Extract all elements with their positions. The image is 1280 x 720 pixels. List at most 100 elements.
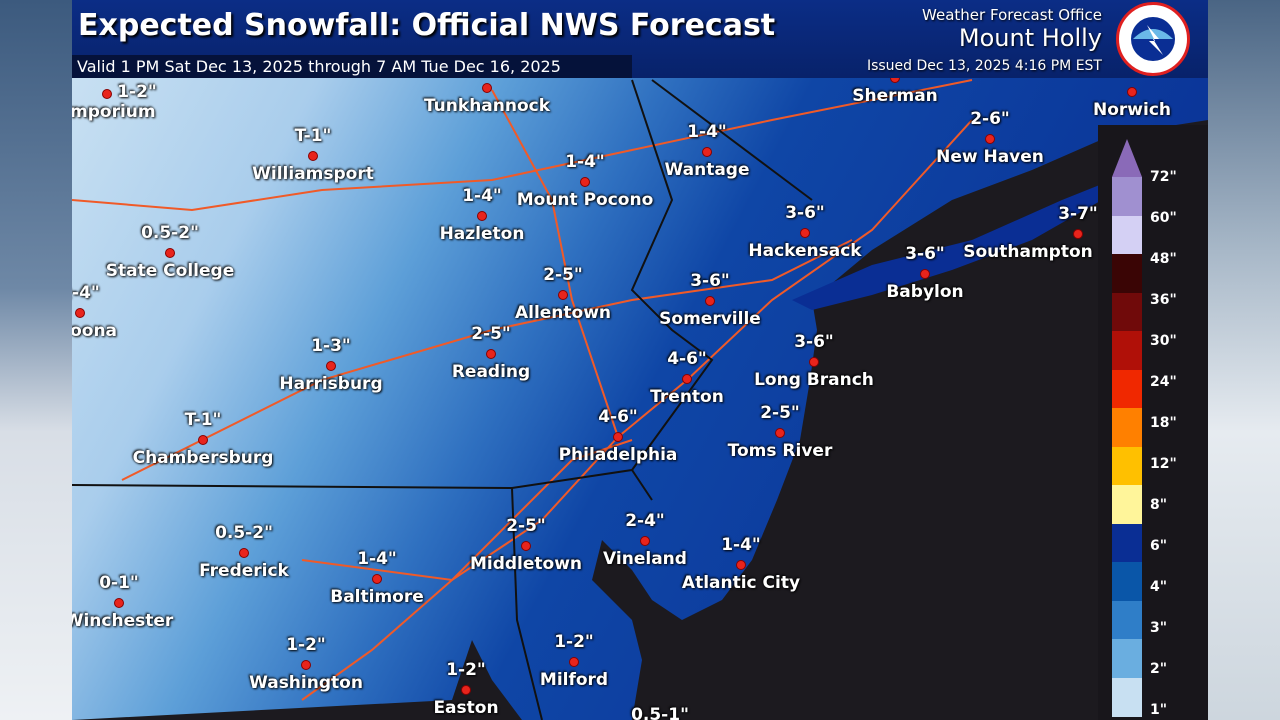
legend-swatch bbox=[1112, 369, 1142, 409]
snow-amount: 3-6" bbox=[905, 244, 945, 264]
legend-label: 2" bbox=[1150, 661, 1168, 677]
city-name: Allentown bbox=[514, 303, 612, 323]
snow-amount: 2-4" bbox=[625, 511, 665, 531]
snowfall-map: 1-2"EmporiumTunkhannockT-1"Williamsport1… bbox=[72, 0, 1208, 720]
snow-amount: 3-7" bbox=[1058, 204, 1098, 224]
city-marker bbox=[1073, 229, 1083, 239]
city-name: Frederick bbox=[199, 561, 289, 581]
legend-label: 30" bbox=[1150, 333, 1177, 349]
header-banner: Expected Snowfall: Official NWS Forecast… bbox=[72, 0, 1208, 78]
city-name: Chambersburg bbox=[132, 448, 274, 468]
city-name: Southampton bbox=[963, 242, 1093, 262]
office-name: Mount Holly bbox=[958, 24, 1102, 52]
long-island bbox=[792, 180, 1112, 310]
city-marker bbox=[702, 147, 712, 157]
office-label: Weather Forecast Office bbox=[922, 6, 1102, 24]
city-name: Babylon bbox=[886, 282, 964, 302]
city-marker bbox=[1127, 87, 1137, 97]
legend-label: 48" bbox=[1150, 251, 1177, 267]
snow-amount: T-1" bbox=[184, 410, 222, 430]
legend-label: 4" bbox=[1150, 579, 1168, 595]
legend-swatch bbox=[1112, 446, 1142, 486]
snowfall-legend: 72" 60" 48" 36" 30" 24" 18" 12" 8" 6" 4" 3" 2" 1" bbox=[1098, 125, 1208, 720]
city-marker bbox=[682, 374, 692, 384]
city-marker bbox=[75, 308, 85, 318]
city-name: Middletown bbox=[469, 554, 583, 574]
legend-swatch bbox=[1112, 677, 1142, 717]
city-marker bbox=[521, 541, 531, 551]
city-name: Norwich bbox=[1092, 100, 1172, 120]
city-name: Winchester bbox=[72, 611, 174, 631]
city-marker bbox=[308, 151, 318, 161]
legend-label: 72" bbox=[1150, 169, 1177, 185]
city-marker bbox=[705, 296, 715, 306]
snow-amount: 1-4" bbox=[565, 152, 605, 172]
city-name: Trenton bbox=[650, 387, 724, 407]
city-name: Hackensack bbox=[748, 241, 862, 261]
snow-amount: 3-6" bbox=[785, 203, 825, 223]
legend-arrow bbox=[1112, 139, 1142, 177]
city-name: Mount Pocono bbox=[516, 190, 654, 210]
city-marker bbox=[198, 435, 208, 445]
legend-swatch bbox=[1112, 562, 1142, 601]
city-marker bbox=[613, 432, 623, 442]
map-shading bbox=[72, 78, 1208, 720]
city-name: Sherman bbox=[852, 86, 938, 106]
city-marker bbox=[775, 428, 785, 438]
snow-amount: 0-1" bbox=[99, 573, 139, 593]
snow-amount: 1-4" bbox=[357, 549, 397, 569]
snow-amount: 1-4" bbox=[462, 186, 502, 206]
city-name: Milford bbox=[539, 670, 609, 690]
snow-amount: 4-6" bbox=[667, 349, 707, 369]
snow-amount: 2-5" bbox=[506, 516, 546, 536]
city-marker bbox=[985, 134, 995, 144]
valid-period: Valid 1 PM Sat Dec 13, 2025 through 7 AM… bbox=[72, 55, 632, 78]
city-name: New Haven bbox=[936, 147, 1044, 167]
city-name: Somerville bbox=[659, 309, 761, 329]
snow-amount: 1-3" bbox=[311, 336, 351, 356]
issued-time: Issued Dec 13, 2025 4:16 PM EST bbox=[866, 58, 1102, 74]
city-name: Harrisburg bbox=[279, 374, 383, 394]
page-title: Expected Snowfall: Official NWS Forecast bbox=[78, 8, 776, 43]
legend-swatch bbox=[1112, 600, 1142, 640]
legend-swatch bbox=[1112, 331, 1142, 370]
city-name: Reading bbox=[451, 362, 531, 382]
snow-amount: 1-2" bbox=[446, 660, 486, 680]
city-marker bbox=[569, 657, 579, 667]
legend-swatch bbox=[1112, 523, 1142, 563]
legend-swatch bbox=[1112, 177, 1142, 216]
city-name: Vineland bbox=[603, 549, 687, 569]
snow-photo-right bbox=[1208, 0, 1280, 720]
city-marker bbox=[482, 83, 492, 93]
city-name: Philadelphia bbox=[558, 445, 678, 465]
snow-amount: 0.5-2" bbox=[141, 223, 199, 243]
legend-label: 1" bbox=[1150, 702, 1168, 718]
nws-logo bbox=[1116, 2, 1190, 76]
city-name: Emporium bbox=[72, 102, 156, 122]
legend-label: 18" bbox=[1150, 415, 1177, 431]
city-marker bbox=[580, 177, 590, 187]
city-name: Altoona bbox=[72, 321, 118, 341]
snow-amount: 4-6" bbox=[598, 407, 638, 427]
snow-amount: 2-6" bbox=[970, 109, 1010, 129]
snow-amount: 0.5-1" bbox=[631, 705, 689, 720]
snow-amount: 1-2" bbox=[286, 635, 326, 655]
city-marker bbox=[326, 361, 336, 371]
snow-amount: T-1" bbox=[294, 126, 332, 146]
city-marker bbox=[372, 574, 382, 584]
city-marker bbox=[640, 536, 650, 546]
snow-amount: 3-6" bbox=[794, 332, 834, 352]
city-name: Williamsport bbox=[252, 164, 374, 184]
legend-swatch bbox=[1112, 292, 1142, 332]
snow-amount: 2-5" bbox=[471, 324, 511, 344]
city-name: State College bbox=[105, 261, 235, 281]
city-marker bbox=[461, 685, 471, 695]
legend-label: 8" bbox=[1150, 497, 1168, 513]
snow-amount: 2-4" bbox=[72, 283, 100, 303]
city-name: Wantage bbox=[664, 160, 750, 180]
legend-swatch bbox=[1112, 408, 1142, 447]
highways bbox=[72, 79, 973, 701]
snow-amount: 1-2" bbox=[117, 82, 157, 102]
snow-amount: 1-2" bbox=[554, 632, 594, 652]
city-marker bbox=[102, 89, 112, 99]
